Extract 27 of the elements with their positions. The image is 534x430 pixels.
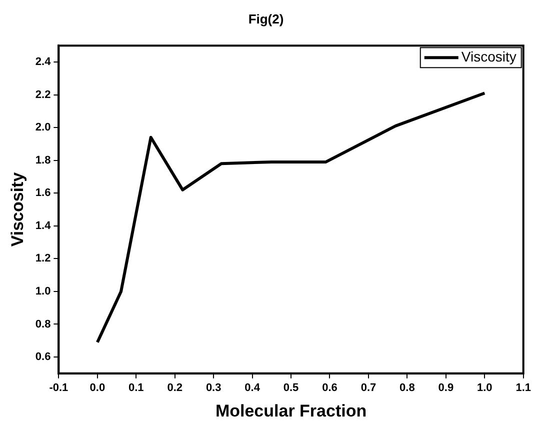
x-tick-label: -0.1 (49, 382, 68, 394)
x-tick-label: 0.2 (167, 382, 183, 394)
x-tick-label: 0.8 (400, 382, 415, 394)
x-tick-label: 0.6 (322, 382, 338, 394)
x-tick-label: 0.4 (244, 382, 261, 394)
x-tick-label: 0.9 (438, 382, 454, 394)
y-tick-label: 2.2 (35, 88, 51, 101)
y-tick-label: 1.2 (35, 252, 51, 265)
x-tick-label: 1.0 (476, 382, 492, 394)
legend-label: Viscosity (461, 48, 516, 64)
x-tick-label: 0.1 (128, 382, 144, 394)
y-tick-label: 0.8 (35, 318, 51, 330)
x-tick-label: 0.5 (283, 382, 299, 394)
y-tick-label: 2.4 (35, 56, 52, 68)
y-tick-label: 2.0 (35, 122, 51, 134)
x-tick-label: 0.3 (206, 382, 222, 394)
x-tick-label: 1.1 (516, 382, 532, 394)
y-tick-label: 1.8 (35, 154, 51, 166)
x-axis-title: Molecular Fraction (215, 401, 367, 420)
chart-title: Fig(2) (248, 11, 284, 26)
x-tick-label: 0.7 (360, 382, 376, 394)
y-tick-label: 1.4 (35, 220, 52, 232)
y-axis-title: Viscosity (8, 172, 27, 247)
y-tick-label: 1.0 (35, 285, 51, 298)
x-tick-label: 0.0 (90, 382, 106, 394)
y-tick-label: 0.6 (35, 351, 51, 364)
y-tick-label: 1.6 (35, 187, 51, 200)
